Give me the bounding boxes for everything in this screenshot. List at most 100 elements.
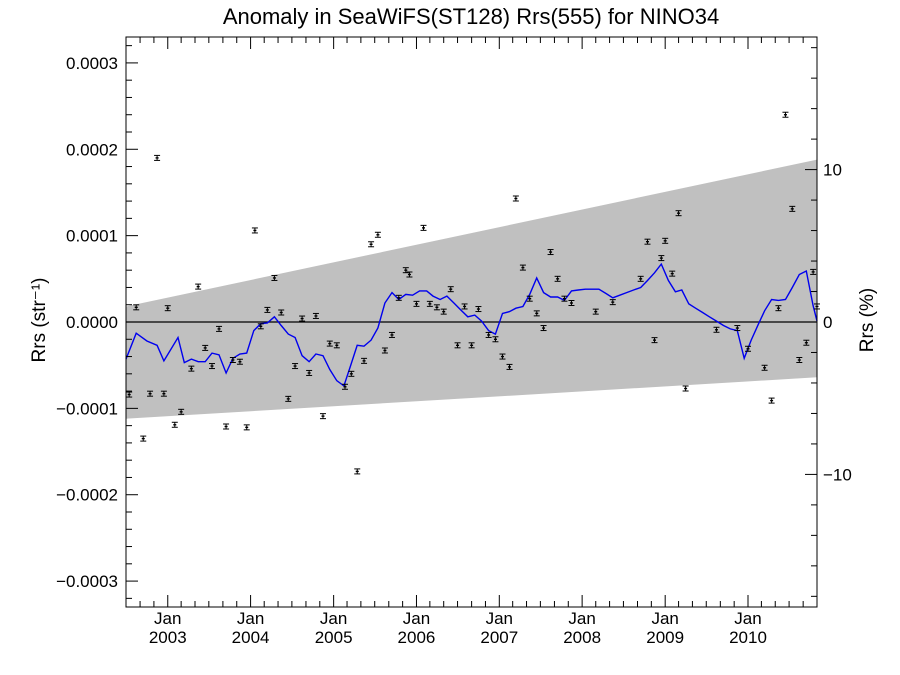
chart-title: Anomaly in SeaWiFS(ST128) Rrs(555) for N…	[223, 4, 719, 29]
data-point	[475, 306, 482, 313]
data-point	[682, 385, 689, 392]
x-tick-label-year: 2009	[646, 628, 684, 647]
data-point	[312, 312, 319, 319]
data-point	[388, 331, 395, 338]
x-tick-label-month: Jan	[568, 609, 595, 628]
data-point	[133, 304, 140, 311]
data-point	[568, 300, 575, 306]
data-point	[154, 154, 161, 161]
data-point	[745, 345, 752, 352]
data-point	[461, 303, 468, 310]
y-tick-label: −0.0003	[56, 572, 118, 591]
data-point	[406, 271, 413, 278]
data-point	[229, 357, 236, 363]
data-point	[803, 339, 810, 346]
data-point	[354, 468, 361, 475]
x-tick-label-year: 2007	[480, 628, 518, 647]
data-point	[147, 390, 154, 397]
data-point	[644, 238, 651, 245]
x-tick-label-month: Jan	[734, 609, 761, 628]
data-points-layer	[126, 111, 820, 475]
smoothed-line-layer	[125, 262, 818, 388]
y-axis-label-left: Rrs (str⁻¹)	[29, 278, 50, 363]
data-point	[734, 325, 741, 332]
x-tick-label-year: 2010	[729, 628, 767, 647]
data-point	[637, 275, 644, 282]
data-point	[164, 305, 171, 312]
uncertainty-band-layer	[126, 159, 817, 419]
x-tick-label-month: Jan	[154, 609, 181, 628]
data-point	[326, 340, 333, 347]
data-point	[440, 308, 447, 315]
x-tick-label-year: 2004	[232, 628, 270, 647]
uncertainty-band	[126, 159, 817, 419]
y-tick-label: 0.0000	[66, 313, 118, 332]
data-point	[547, 249, 554, 256]
data-point	[592, 308, 599, 315]
data-point	[292, 363, 299, 370]
y-tick-label: −0.0002	[56, 486, 118, 505]
data-point	[278, 309, 285, 316]
data-point	[381, 347, 388, 354]
x-tick-label-year: 2008	[563, 628, 601, 647]
data-point	[202, 344, 209, 351]
y-axis-label-right: Rrs (%)	[857, 288, 878, 352]
data-point	[243, 424, 250, 431]
data-point	[171, 421, 178, 428]
data-point	[775, 305, 782, 312]
data-point	[675, 210, 682, 217]
data-point	[368, 241, 375, 248]
data-point	[395, 294, 402, 301]
data-point	[561, 295, 568, 302]
y-tick-label: −0.0001	[56, 399, 118, 418]
y-tick-label: 0.0003	[66, 54, 118, 73]
data-point	[402, 267, 409, 274]
smoothed-line	[125, 262, 818, 388]
data-point	[499, 353, 506, 360]
data-point	[195, 283, 202, 290]
data-point	[140, 435, 147, 442]
x-tick-label-year: 2006	[398, 628, 436, 647]
data-point	[348, 370, 355, 377]
data-point	[236, 358, 243, 365]
data-point	[361, 357, 368, 364]
y-right-tick-label: 10	[823, 161, 842, 180]
data-point	[454, 342, 461, 349]
data-point	[526, 295, 533, 302]
data-point	[426, 300, 433, 307]
x-tick-label-month: Jan	[403, 609, 430, 628]
x-tick-label-year: 2005	[315, 628, 353, 647]
data-point	[374, 231, 381, 238]
data-point	[285, 395, 292, 402]
data-point	[713, 326, 720, 333]
data-point	[669, 270, 676, 277]
y-tick-label: 0.0001	[66, 227, 118, 246]
y-right-tick-label: 0	[823, 313, 832, 332]
data-point	[209, 363, 216, 370]
y-right-tick-label: −10	[823, 465, 852, 484]
data-point	[662, 237, 669, 244]
axes-layer: 0.0003 0.0002 0.0001 0.0000 −0.0001 −0.0002 −0…	[56, 36, 852, 647]
x-tick-label-month: Jan	[486, 609, 513, 628]
data-point	[271, 274, 278, 281]
data-point	[468, 342, 475, 349]
data-point	[160, 390, 167, 397]
data-point	[433, 304, 440, 311]
data-point	[251, 227, 258, 234]
data-point	[768, 397, 775, 404]
data-point	[810, 268, 817, 275]
data-point	[519, 264, 526, 271]
data-point	[658, 255, 665, 262]
y-tick-label: 0.0002	[66, 140, 118, 159]
x-tick-label-month: Jan	[651, 609, 678, 628]
data-point	[257, 323, 264, 330]
data-point	[223, 423, 230, 430]
x-tick-label-month: Jan	[320, 609, 347, 628]
data-point	[413, 300, 420, 307]
data-point	[540, 325, 547, 332]
data-point	[492, 336, 499, 343]
data-point	[420, 224, 427, 231]
data-point	[609, 299, 616, 306]
data-point	[299, 315, 306, 322]
